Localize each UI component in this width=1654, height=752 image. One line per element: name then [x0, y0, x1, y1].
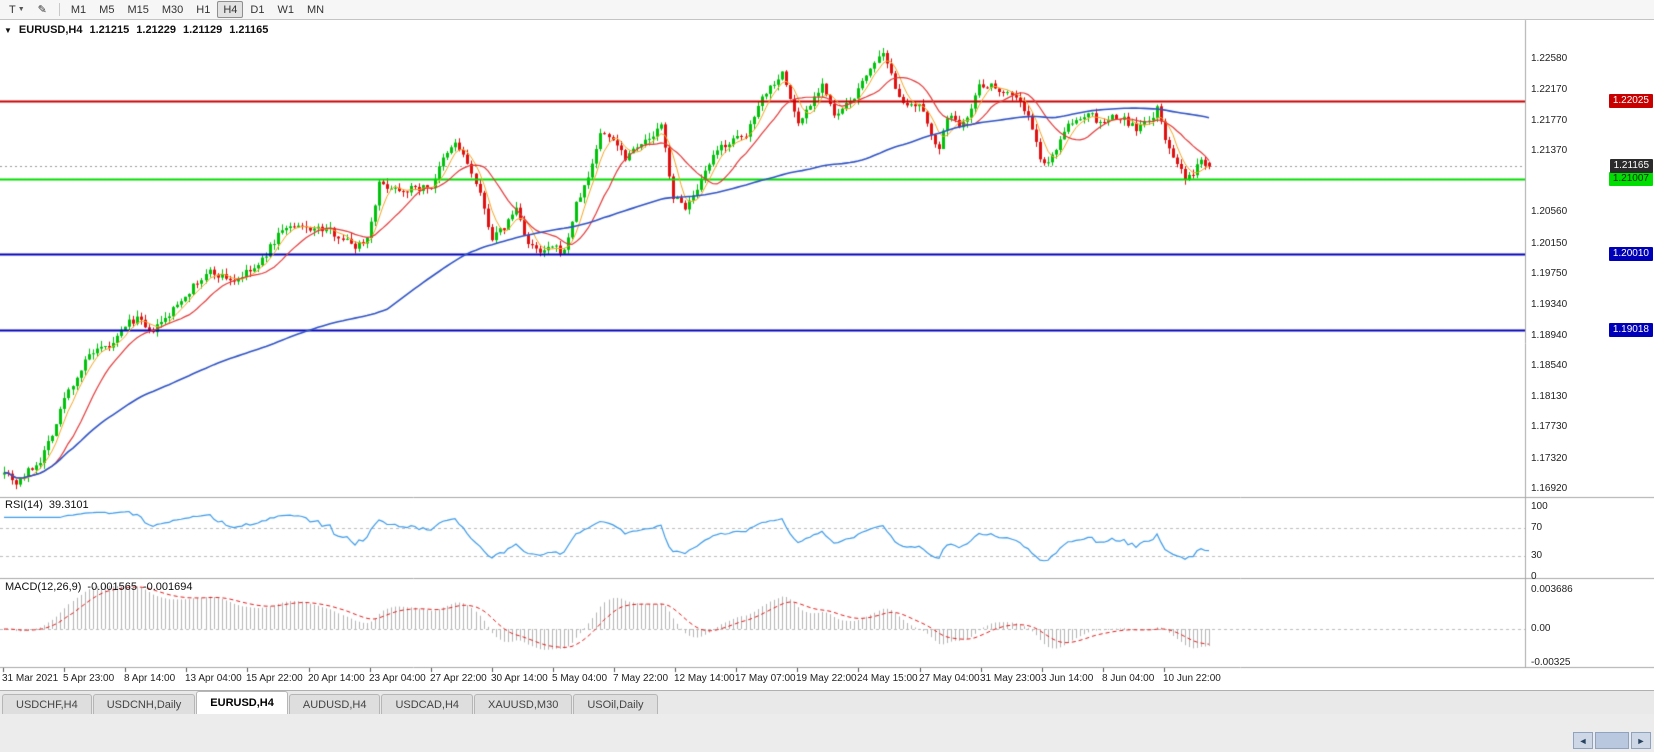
price-axis-tick: 1.18130: [1531, 391, 1568, 403]
timeframe-w1-button[interactable]: W1: [277, 3, 294, 16]
timeframe-m15-button[interactable]: M15: [127, 3, 149, 16]
pencil-icon: ✎: [37, 4, 47, 16]
scroll-right-icon[interactable]: ►: [1631, 732, 1651, 749]
macd-main-value: -0.001565: [87, 581, 137, 593]
price-axis-tick: 1.18940: [1531, 329, 1568, 341]
rsi-label: RSI(14): [5, 499, 43, 511]
time-axis-label: 10 Jun 22:00: [1163, 673, 1221, 684]
collapse-arrow-icon: ▼: [4, 25, 12, 35]
price-axis-tick: 1.16920: [1531, 482, 1568, 494]
time-axis-label: 31 May 23:00: [980, 673, 1041, 684]
time-axis-label: 7 May 22:00: [613, 673, 669, 684]
price-axis-tick: 1.20150: [1531, 237, 1568, 249]
price-axis-tick: 1.17730: [1531, 421, 1568, 433]
tab-usdcad-h4[interactable]: USDCAD,H4: [381, 694, 474, 714]
hline-price-tag: 1.22025: [1608, 94, 1653, 109]
chevron-down-icon: ▼: [17, 6, 25, 13]
rsi-axis-tick: 100: [1531, 501, 1548, 512]
timeframe-h4-button[interactable]: H4: [217, 1, 244, 18]
draw-tool-button[interactable]: ✎: [32, 1, 53, 18]
price-axis-tick: 1.19340: [1531, 299, 1568, 311]
toolbar-separator: [58, 3, 60, 16]
ohlc-low: 1.21129: [183, 24, 223, 36]
chart-tab-bar: USDCHF,H4 USDCNH,Daily EURUSD,H4 AUDUSD,H4 U…: [0, 690, 1654, 714]
text-tool-button[interactable]: T ▼: [3, 1, 31, 18]
timeframe-h1-button[interactable]: H1: [196, 3, 211, 16]
rsi-axis-tick: 30: [1531, 550, 1543, 561]
macd-axis-tick: 0.00: [1531, 623, 1551, 634]
tab-scrollbar: ◄ ►: [1573, 732, 1651, 749]
price-axis-tick: 1.18540: [1531, 359, 1568, 371]
timeframe-m1-button[interactable]: M1: [70, 3, 87, 16]
macd-axis-tick: -0.00325: [1531, 657, 1571, 669]
time-axis-label: 27 May 04:00: [919, 673, 980, 684]
price-axis-tick: 1.22580: [1531, 53, 1568, 64]
ohlc-high: 1.21229: [136, 24, 177, 36]
time-axis-label: 3 Jun 14:00: [1041, 673, 1094, 684]
macd-signal-value: -0.001694: [142, 581, 193, 593]
rsi-axis-tick: 70: [1531, 522, 1543, 533]
current-price-tag: 1.21165: [1609, 159, 1653, 174]
chart-title: ▼ EURUSD,H4 1.21215 1.21229 1.21129 1.21…: [4, 24, 268, 36]
time-axis-label: 12 May 14:00: [674, 673, 735, 684]
timeframe-d1-button[interactable]: D1: [250, 3, 265, 16]
time-axis-label: 15 Apr 22:00: [246, 673, 303, 684]
status-area: [0, 714, 1654, 752]
time-axis-label: 31 Mar 2021: [2, 673, 59, 684]
macd-indicator-header: MACD(12,26,9) -0.001565 -0.001694: [5, 581, 193, 593]
ohlc-open: 1.21215: [89, 24, 130, 36]
price-axis-tick: 1.20560: [1531, 206, 1568, 218]
hline-price-tag: 1.19018: [1608, 322, 1653, 337]
chart-symbol-period: EURUSD,H4: [18, 24, 83, 36]
time-axis-label: 27 Apr 22:00: [430, 673, 487, 684]
tab-scrollbar-thumb[interactable]: [1595, 732, 1629, 749]
time-axis-label: 8 Jun 04:00: [1102, 673, 1155, 684]
timeframe-group: M1 M5 M15 M30 H1 H4 D1 W1 MN: [65, 1, 331, 18]
ohlc-close: 1.21165: [229, 24, 269, 36]
price-axis-tick: 1.22170: [1531, 84, 1568, 96]
rsi-axis-tick: 0: [1531, 571, 1537, 582]
timeframe-m5-button[interactable]: M5: [99, 3, 115, 16]
top-toolbar: T ▼ ✎ M1 M5 M15 M30 H1 H4 D1 W1 MN: [0, 0, 1654, 20]
time-axis-label: 5 Apr 23:00: [63, 673, 115, 684]
time-axis-label: 17 May 07:00: [735, 673, 796, 684]
price-axis-tick: 1.21770: [1531, 114, 1568, 126]
time-axis-label: 19 May 22:00: [796, 673, 857, 684]
price-axis-tick: 1.21370: [1531, 144, 1568, 156]
time-axis-label: 20 Apr 14:00: [308, 673, 365, 684]
time-axis-label: 13 Apr 04:00: [185, 673, 242, 684]
time-axis-label: 23 Apr 04:00: [369, 673, 426, 684]
price-axis-tick: 1.17320: [1531, 452, 1568, 464]
hline-price-tag: 1.20010: [1608, 247, 1653, 262]
timeframe-mn-button[interactable]: MN: [306, 3, 325, 16]
tab-usoil-daily[interactable]: USOil,Daily: [573, 694, 658, 714]
time-axis-label: 24 May 15:00: [857, 673, 918, 684]
price-axis-tick: 1.19750: [1531, 267, 1568, 279]
tab-usdcnh-daily[interactable]: USDCNH,Daily: [92, 694, 196, 714]
timeframe-m30-button[interactable]: M30: [161, 3, 184, 16]
text-tool-label: T: [9, 3, 16, 16]
tab-xauusd-m30[interactable]: XAUUSD,M30: [474, 694, 573, 714]
rsi-indicator-header: RSI(14) 39.3101: [5, 499, 89, 511]
time-axis-label: 8 Apr 14:00: [124, 673, 176, 684]
macd-label: MACD(12,26,9): [5, 581, 82, 593]
rsi-value: 39.3101: [48, 499, 89, 511]
scroll-left-icon[interactable]: ◄: [1573, 732, 1593, 749]
hline-price-tag: 1.21007: [1608, 171, 1653, 186]
tab-usdchf-h4[interactable]: USDCHF,H4: [2, 694, 92, 714]
macd-axis-tick: 0.003686: [1531, 584, 1573, 595]
time-axis-label: 30 Apr 14:00: [491, 673, 548, 684]
tab-audusd-h4[interactable]: AUDUSD,H4: [288, 694, 381, 714]
time-axis-label: 5 May 04:00: [552, 673, 608, 684]
tab-eurusd-h4[interactable]: EURUSD,H4: [196, 691, 288, 714]
